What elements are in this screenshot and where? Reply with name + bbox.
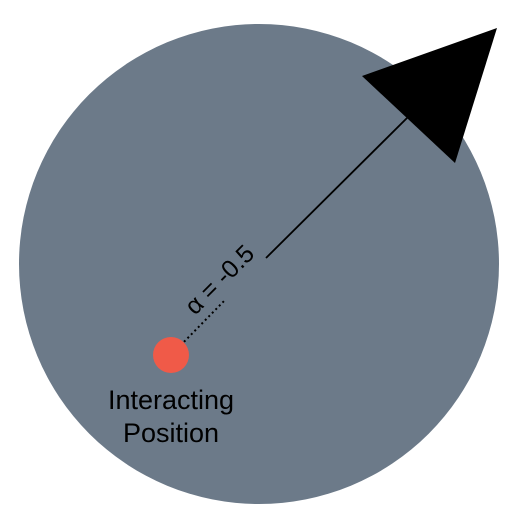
- position-label-line1: Interacting: [108, 385, 234, 415]
- background-circle: [19, 24, 499, 504]
- interacting-position-marker: [153, 337, 189, 373]
- direction-line: [265, 117, 408, 259]
- dotted-segment: [176, 298, 227, 350]
- arrowhead: [362, 28, 497, 163]
- position-label-line2: Position: [123, 418, 219, 448]
